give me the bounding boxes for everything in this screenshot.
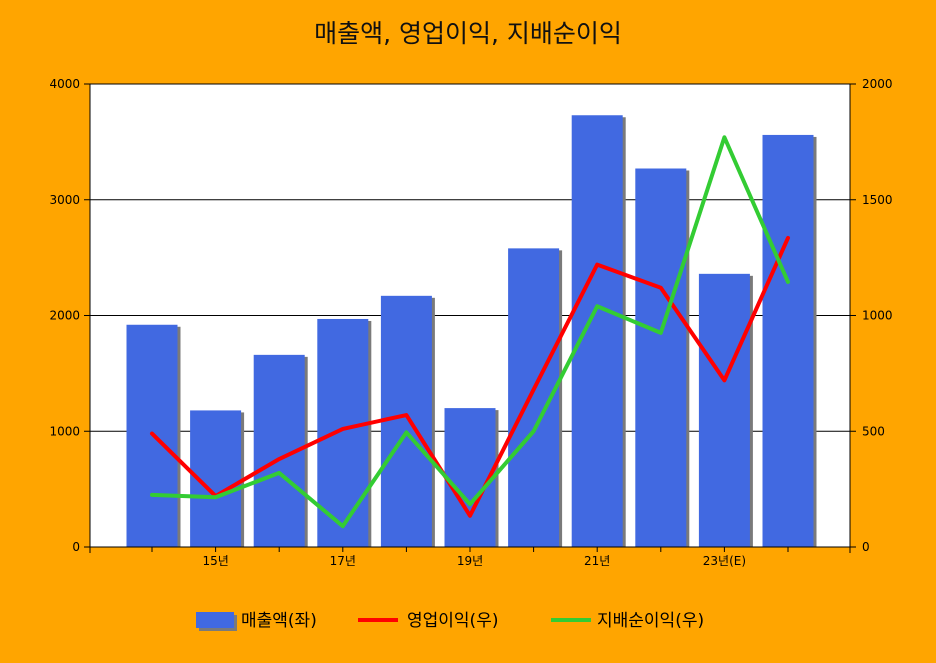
left-tick-label: 2000: [49, 309, 80, 323]
legend-label-0: 매출액(좌): [241, 611, 317, 631]
x-tick-label: 15년: [202, 554, 228, 568]
bar-18년: [380, 295, 432, 547]
bar-17년: [317, 318, 369, 547]
left-tick-label: 4000: [49, 77, 80, 91]
x-tick-label: 17년: [330, 554, 356, 568]
left-tick-label: 0: [72, 540, 80, 554]
bar-23년(E): [698, 273, 750, 547]
left-tick-label: 1000: [49, 424, 80, 438]
legend-label-2: 지배순이익(우): [597, 611, 704, 631]
line-series-0: [150, 235, 790, 518]
legend-label-1: 영업이익(우): [407, 611, 498, 631]
right-tick-label: 2000: [862, 77, 893, 91]
axes: 0 1000 2000 3000 4000 0 500 1000 1500 2000 15년 17년 1…: [49, 77, 892, 568]
line-series-1: [150, 135, 790, 529]
right-tick-label: 0: [862, 540, 870, 554]
right-tick-label: 1500: [862, 193, 893, 207]
x-tick-label: 21년: [584, 554, 610, 568]
bar-19년: [444, 408, 496, 547]
chart-title: 매출액, 영업이익, 지배순이익: [314, 19, 622, 48]
x-tick-label: 19년: [457, 554, 483, 568]
right-tick-label: 500: [862, 424, 885, 438]
left-tick-label: 3000: [49, 193, 80, 207]
bar-24년(E): [762, 134, 814, 547]
right-tick-label: 1000: [862, 309, 893, 323]
bar-22년: [635, 168, 687, 547]
bar-21년: [571, 115, 623, 547]
legend: 매출액(좌) 영업이익(우) 지배순이익(우): [196, 611, 704, 631]
line-series: [150, 135, 790, 529]
x-tick-label: 23년(E): [703, 554, 746, 568]
legend-swatch-bar: [196, 612, 234, 628]
